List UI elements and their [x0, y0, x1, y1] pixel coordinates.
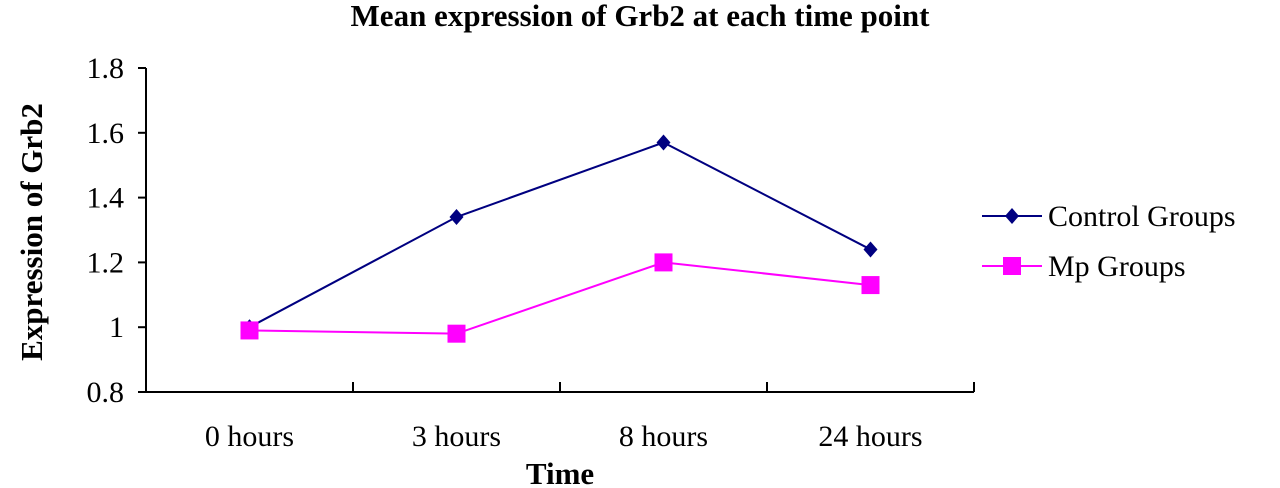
data-point — [861, 276, 880, 295]
y-axis-title: Expression of Grb2 — [14, 103, 49, 361]
y-tick-label: 0.8 — [87, 376, 125, 409]
y-tick-label: 1.4 — [87, 182, 125, 215]
y-tick-label: 1.8 — [87, 52, 125, 85]
chart-title: Mean expression of Grb2 at each time poi… — [351, 0, 931, 33]
data-point — [240, 321, 259, 340]
legend-label: Mp Groups — [1048, 250, 1186, 283]
series-line-0 — [249, 141, 871, 329]
y-tick-label: 1.2 — [87, 246, 125, 279]
y-tick-label: 1 — [109, 311, 124, 344]
x-tick-label: 0 hours — [205, 420, 294, 453]
x-tick-label: 24 hours — [818, 420, 922, 453]
legend-marker — [1003, 257, 1021, 275]
series-layer — [240, 134, 880, 343]
y-tick-label: 1.6 — [87, 117, 125, 150]
legend: Control Groups Mp Groups — [982, 200, 1236, 283]
x-axis-title: Time — [526, 456, 594, 488]
legend-marker — [1005, 208, 1019, 224]
legend-label: Control Groups — [1048, 200, 1236, 233]
data-point — [654, 253, 673, 272]
data-point — [449, 209, 464, 226]
x-tick-label: 8 hours — [619, 420, 708, 453]
series-line-1 — [249, 261, 871, 335]
data-point — [863, 241, 878, 258]
x-tick-label: 3 hours — [412, 420, 501, 453]
data-point — [447, 324, 466, 343]
data-point — [656, 134, 671, 151]
x-axis-ticks: 0 hours 3 hours 8 hours 24 hours — [205, 382, 975, 453]
y-axis-ticks: 0.8 1 1.2 1.4 1.6 1.8 — [87, 52, 146, 409]
